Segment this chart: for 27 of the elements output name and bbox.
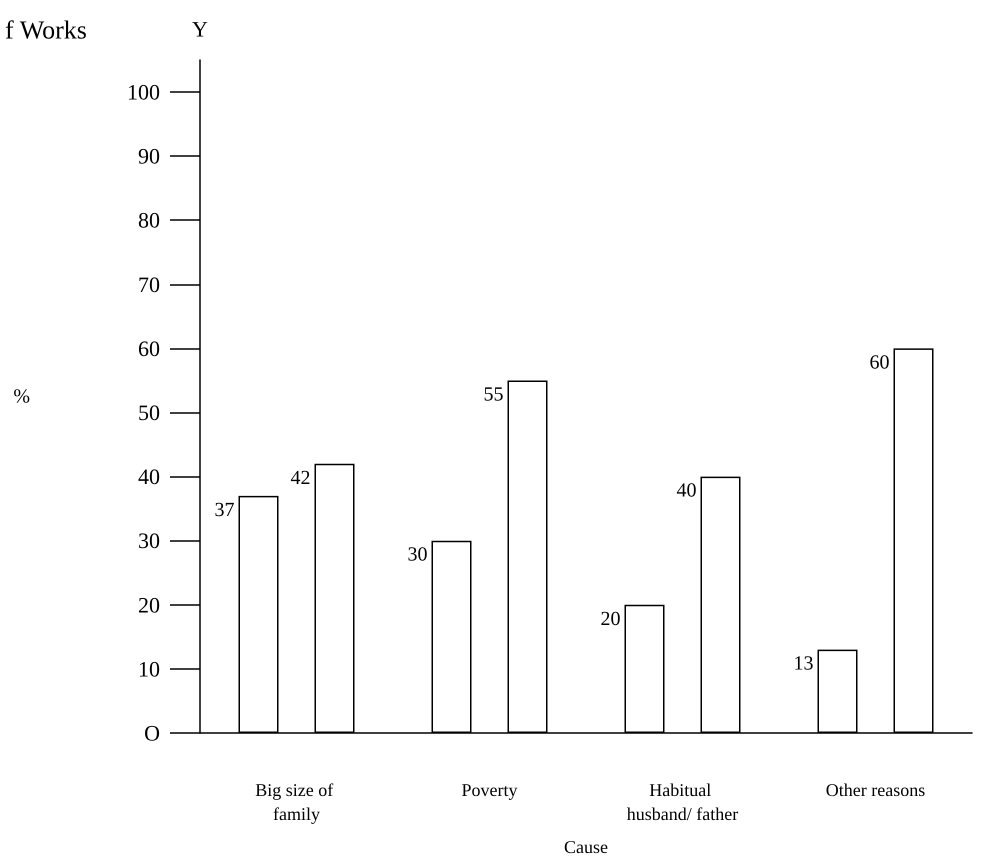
x-tick-label: Poverty bbox=[462, 780, 518, 800]
x-tick-label: Habitual husband/ father bbox=[626, 780, 738, 824]
y-tick-label: 70 bbox=[138, 272, 160, 297]
data-label: 13 bbox=[794, 652, 814, 675]
x-axis-title: Cause bbox=[564, 837, 608, 857]
y-tick-label: 40 bbox=[138, 464, 160, 490]
data-label: 40 bbox=[676, 480, 696, 502]
y-tick-label: O bbox=[144, 720, 160, 746]
data-label: 60 bbox=[870, 351, 890, 374]
data-label: 55 bbox=[484, 383, 504, 406]
text: Y bbox=[192, 16, 208, 42]
y-tick-label: 50 bbox=[138, 400, 160, 426]
data-label: 42 bbox=[290, 466, 310, 489]
data-label: 20 bbox=[600, 608, 620, 630]
y-axis-title: % bbox=[13, 386, 30, 408]
y-tick-label: 90 bbox=[138, 144, 160, 169]
chart-title: f Works bbox=[5, 16, 87, 44]
data-label: 30 bbox=[408, 544, 428, 566]
data-label: 37 bbox=[214, 498, 234, 521]
y-tick-label: 10 bbox=[138, 656, 160, 682]
x-tick-label: Other reasons bbox=[826, 780, 926, 800]
y-tick-label: 80 bbox=[138, 208, 160, 233]
y-tick-label: 30 bbox=[138, 528, 160, 554]
x-tick-label: Big size of family bbox=[255, 780, 338, 824]
y-tick-label: 20 bbox=[138, 592, 160, 618]
y-tick-label: 60 bbox=[138, 336, 160, 361]
y-tick-label: 100 bbox=[127, 80, 160, 105]
